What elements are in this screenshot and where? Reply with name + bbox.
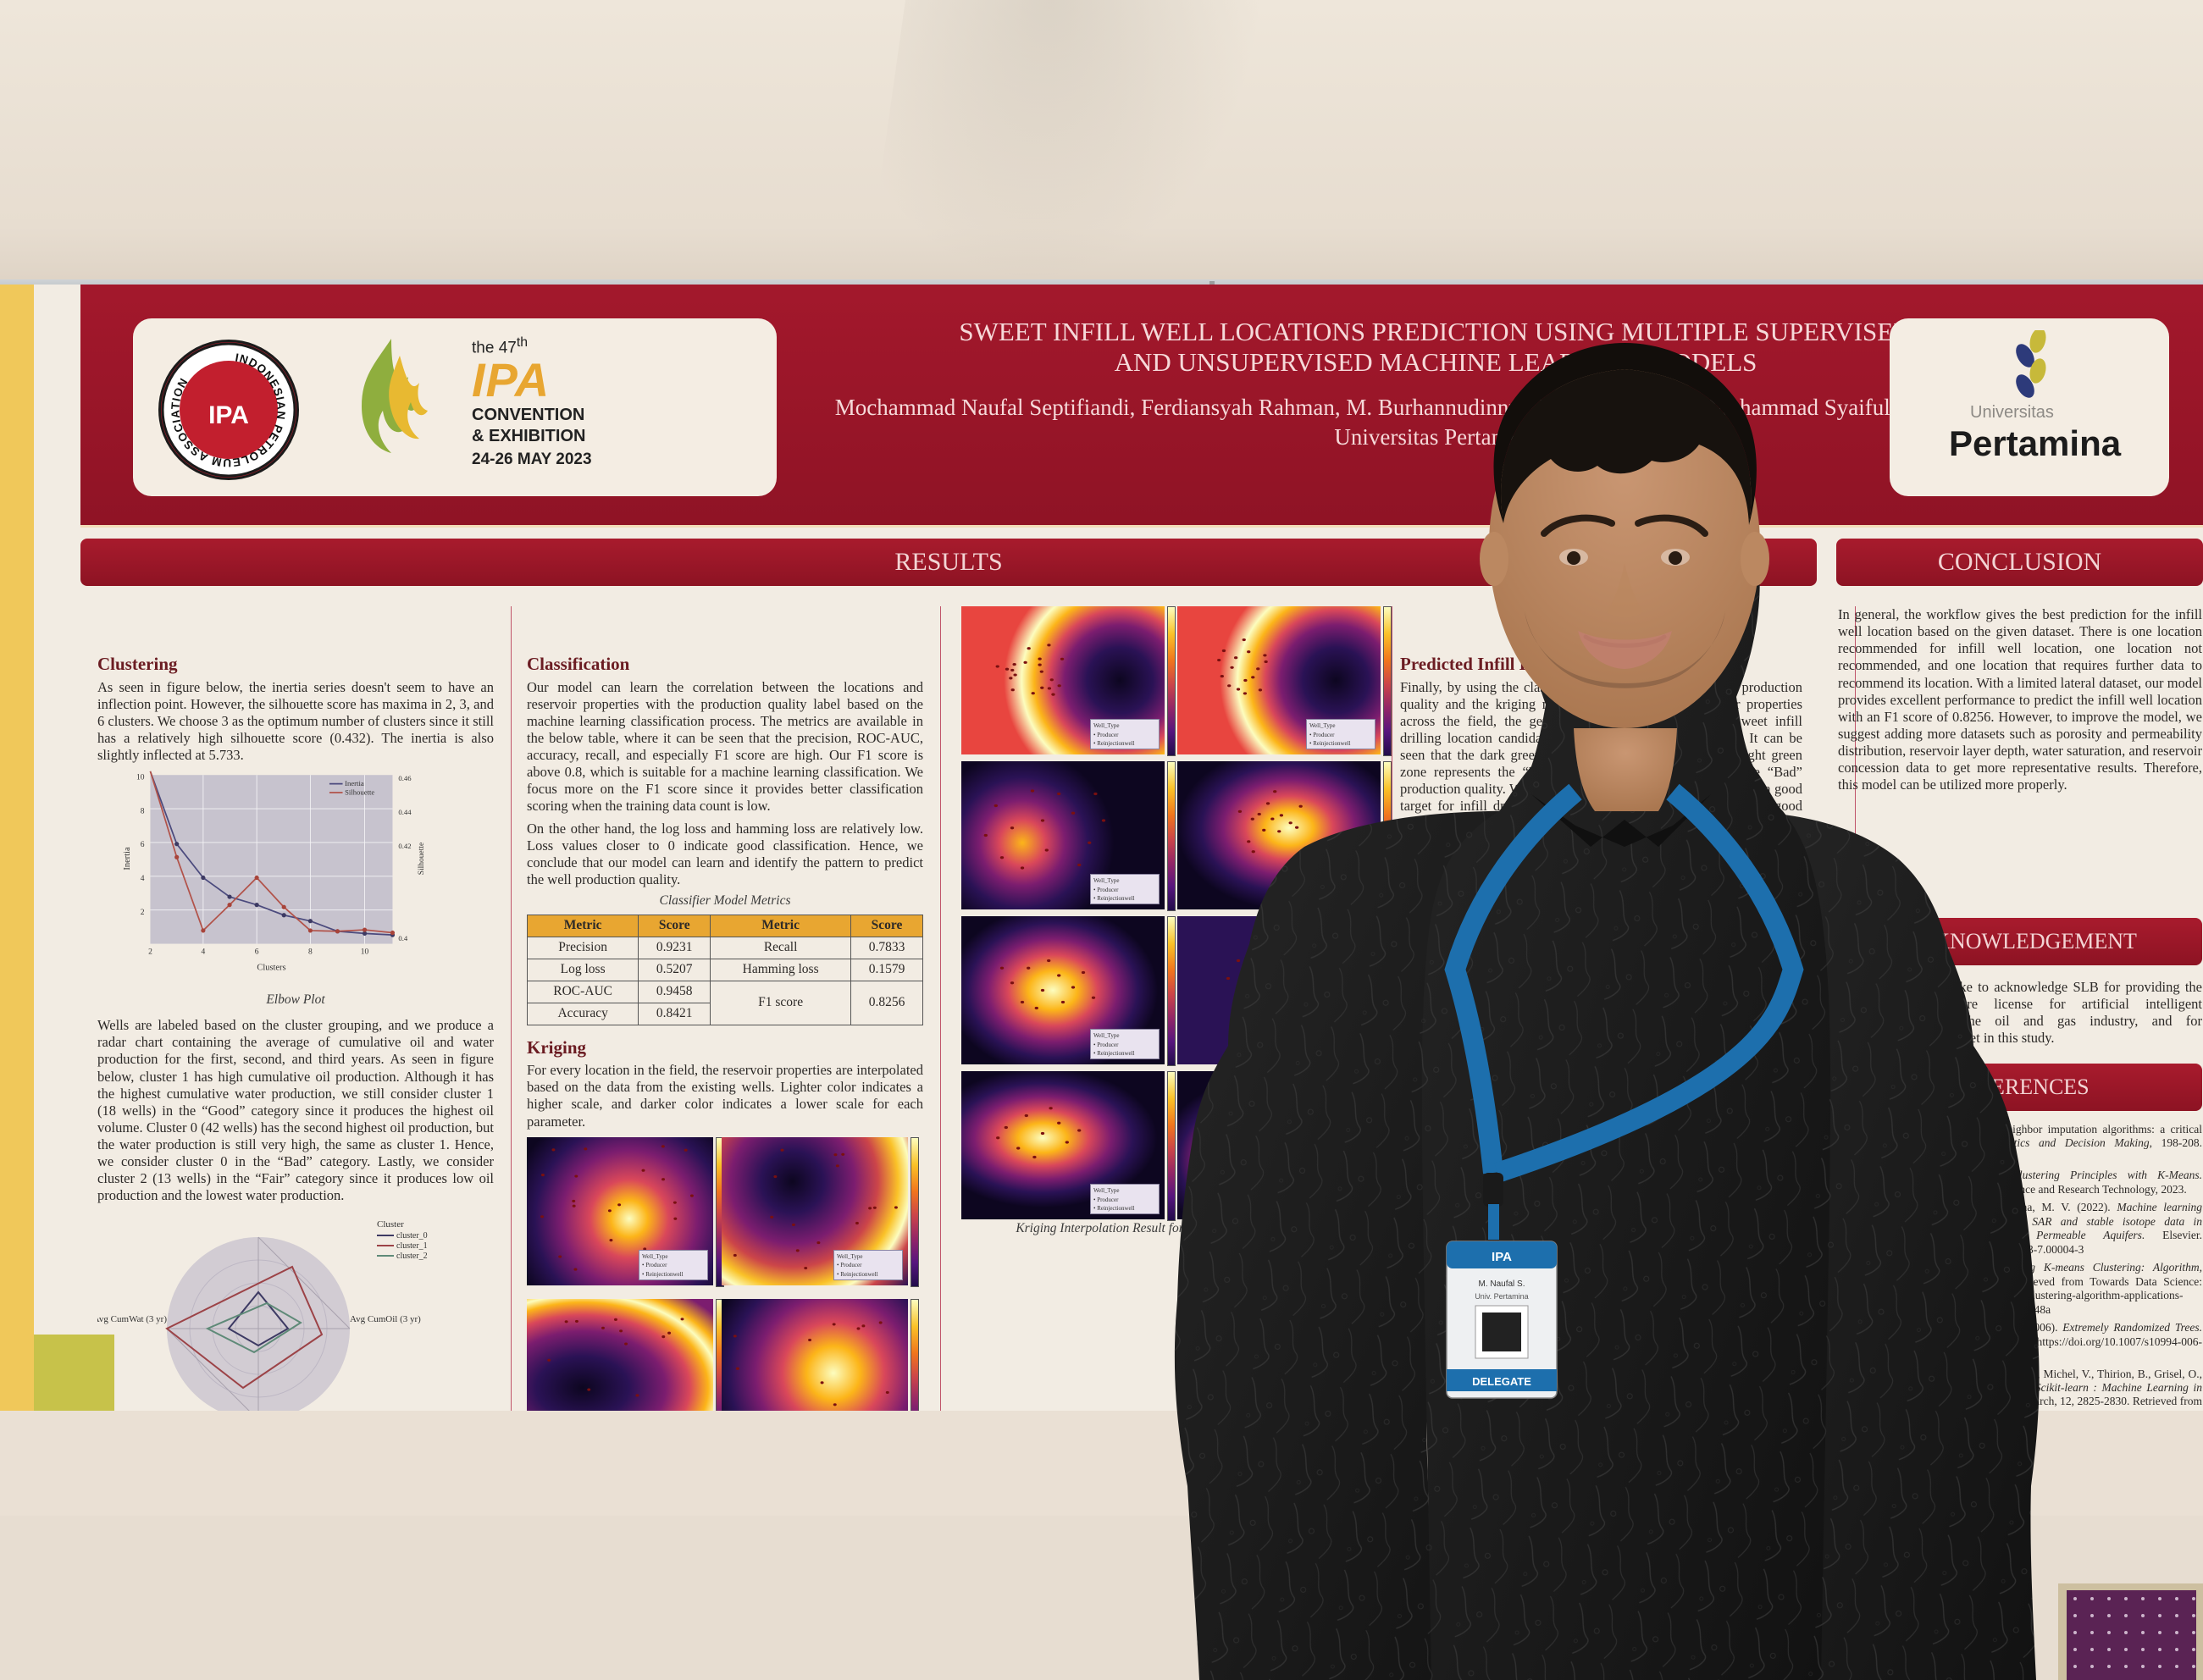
svg-text:Clusters: Clusters <box>257 964 285 973</box>
svg-text:Silhouette: Silhouette <box>345 788 374 797</box>
svg-text:cluster_0: cluster_0 <box>396 1231 428 1241</box>
svg-text:4: 4 <box>141 875 145 883</box>
svg-text:6: 6 <box>255 948 259 957</box>
svg-text:2: 2 <box>141 909 145 917</box>
svg-text:cluster_1: cluster_1 <box>396 1241 428 1251</box>
svg-text:10: 10 <box>361 948 369 957</box>
svg-text:Avg CumWat (3 yr): Avg CumWat (3 yr) <box>97 1314 167 1324</box>
svg-text:Silhouette: Silhouette <box>418 843 426 876</box>
svg-text:4: 4 <box>201 948 205 957</box>
svg-text:2: 2 <box>148 948 152 957</box>
svg-text:0.46: 0.46 <box>398 774 412 782</box>
svg-text:0.4: 0.4 <box>398 934 407 942</box>
svg-text:0.44: 0.44 <box>398 808 412 816</box>
svg-text:cluster_2: cluster_2 <box>396 1252 428 1261</box>
svg-text:Inertia: Inertia <box>345 779 364 788</box>
svg-text:6: 6 <box>141 841 145 849</box>
svg-text:Cluster: Cluster <box>377 1219 404 1230</box>
svg-text:Avg CumOil (3 yr): Avg CumOil (3 yr) <box>350 1314 421 1324</box>
svg-text:Inertia: Inertia <box>123 847 132 870</box>
svg-text:IPA: IPA <box>208 401 249 429</box>
svg-text:0.42: 0.42 <box>398 842 411 850</box>
svg-text:8: 8 <box>308 948 313 957</box>
svg-text:8: 8 <box>141 808 145 816</box>
svg-text:10: 10 <box>136 774 145 782</box>
